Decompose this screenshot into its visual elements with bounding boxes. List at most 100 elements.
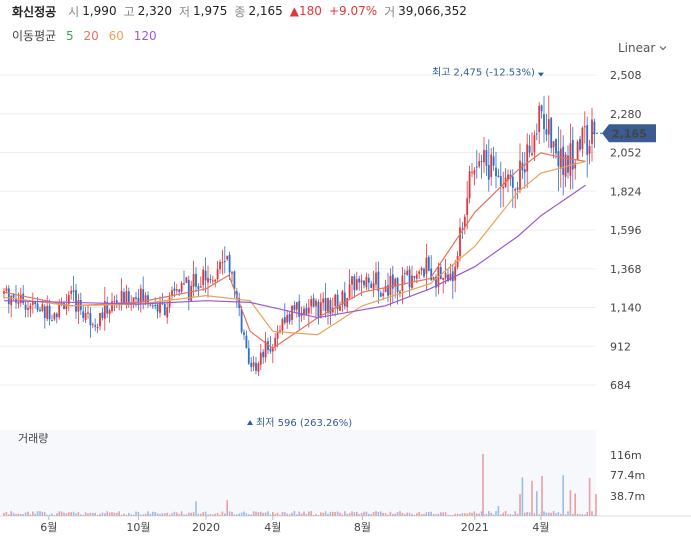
volume-bar (526, 512, 528, 516)
volume-panel-bg (0, 430, 596, 516)
candle-body (456, 256, 459, 268)
volume-bar (178, 514, 180, 516)
candle-body (475, 166, 478, 168)
candle-body (221, 262, 224, 264)
candle-body (231, 272, 233, 274)
candle-body (139, 288, 142, 305)
volume-bar (274, 513, 276, 516)
volume-bar (442, 512, 444, 516)
candle-body (552, 141, 555, 148)
moving-average-lines (3, 152, 587, 350)
candle-body (324, 298, 327, 312)
candle-body (423, 268, 425, 277)
candle-body (219, 261, 221, 270)
candle-body (507, 174, 509, 181)
candle-body (375, 272, 377, 285)
volume-bar (118, 511, 120, 516)
volume-bar (82, 514, 84, 516)
volume-bar (550, 512, 552, 516)
volume-bar (183, 514, 185, 516)
volume-bar (56, 513, 58, 516)
candle-body (70, 290, 73, 294)
high-label: 고 (123, 4, 135, 19)
ma-60-label[interactable]: 60 (108, 29, 124, 43)
scale-select-value: Linear (618, 41, 656, 55)
candle-body (384, 286, 387, 293)
candle-body (269, 348, 272, 352)
stock-name: 화신정공 (12, 4, 57, 19)
candle-body (91, 324, 94, 326)
volume-bar (548, 512, 550, 516)
moving-average-legend: 이동평균 5 20 60 120 (12, 27, 163, 44)
candle-body (360, 280, 363, 283)
volume-bar (382, 512, 384, 516)
candle-body (305, 307, 308, 315)
volume-bar (113, 512, 116, 516)
candle-body (533, 135, 536, 153)
volume-bar (576, 513, 579, 516)
price-tick-label: 2,280 (610, 108, 642, 121)
volume-bar (552, 511, 555, 516)
candle-body (252, 362, 255, 367)
candle-body (401, 275, 404, 291)
volume-bar (560, 513, 562, 516)
volume-bar (156, 513, 159, 516)
candle-body (115, 300, 118, 304)
candle-body (175, 289, 178, 291)
volume-bar (476, 513, 478, 516)
candle-body (550, 117, 553, 148)
volume-bar (524, 512, 526, 516)
candle-body (211, 280, 214, 282)
candle-body (413, 276, 416, 278)
candle-body (108, 310, 111, 314)
volume-bar (482, 454, 484, 516)
volume-bar (380, 511, 382, 516)
candle-body (497, 175, 500, 178)
volume-bar (500, 514, 502, 516)
volume-bar (480, 511, 483, 516)
volume-bar (260, 511, 262, 516)
volume-tick-label: 77.4m (610, 469, 645, 482)
candle-body (478, 161, 481, 167)
volume-bar (96, 514, 99, 516)
ma-5-label[interactable]: 5 (66, 29, 74, 43)
candle-body (526, 144, 529, 172)
candle-body (240, 308, 243, 332)
candle-body (283, 317, 286, 323)
volume-bar (168, 514, 171, 516)
candle-body (329, 300, 332, 314)
volume-bar (507, 514, 509, 516)
candle-body (499, 176, 502, 187)
candle-body (192, 273, 195, 287)
volume-bar (389, 511, 392, 516)
volume-bar (396, 512, 399, 516)
volume-bar (293, 510, 296, 516)
volume-bar (557, 512, 560, 516)
low-value: 1,975 (193, 4, 228, 18)
scale-select[interactable]: Linear (618, 41, 669, 55)
candle-body (204, 270, 207, 281)
volume-bar (161, 513, 164, 516)
ma-120-label[interactable]: 120 (133, 29, 157, 43)
volume-bar (276, 512, 279, 516)
volume-bar (372, 511, 375, 516)
candle-body (341, 290, 344, 305)
candle-body (51, 320, 53, 322)
volume-bar (89, 512, 92, 516)
candle-body (444, 273, 447, 279)
volume-bar (416, 513, 418, 516)
candle-body (5, 288, 8, 291)
volume-bar (574, 493, 576, 516)
volume-bar (353, 512, 356, 516)
volume-bar (418, 512, 420, 516)
volume-bar (327, 514, 329, 516)
candle-body (463, 216, 466, 228)
volume-bar (425, 512, 428, 516)
volume-bar (459, 514, 461, 516)
volume-bar (291, 512, 293, 516)
volume-bar (461, 512, 464, 516)
volume-bar (221, 511, 224, 516)
ma-20-label[interactable]: 20 (83, 29, 99, 43)
candle-body (48, 305, 51, 320)
